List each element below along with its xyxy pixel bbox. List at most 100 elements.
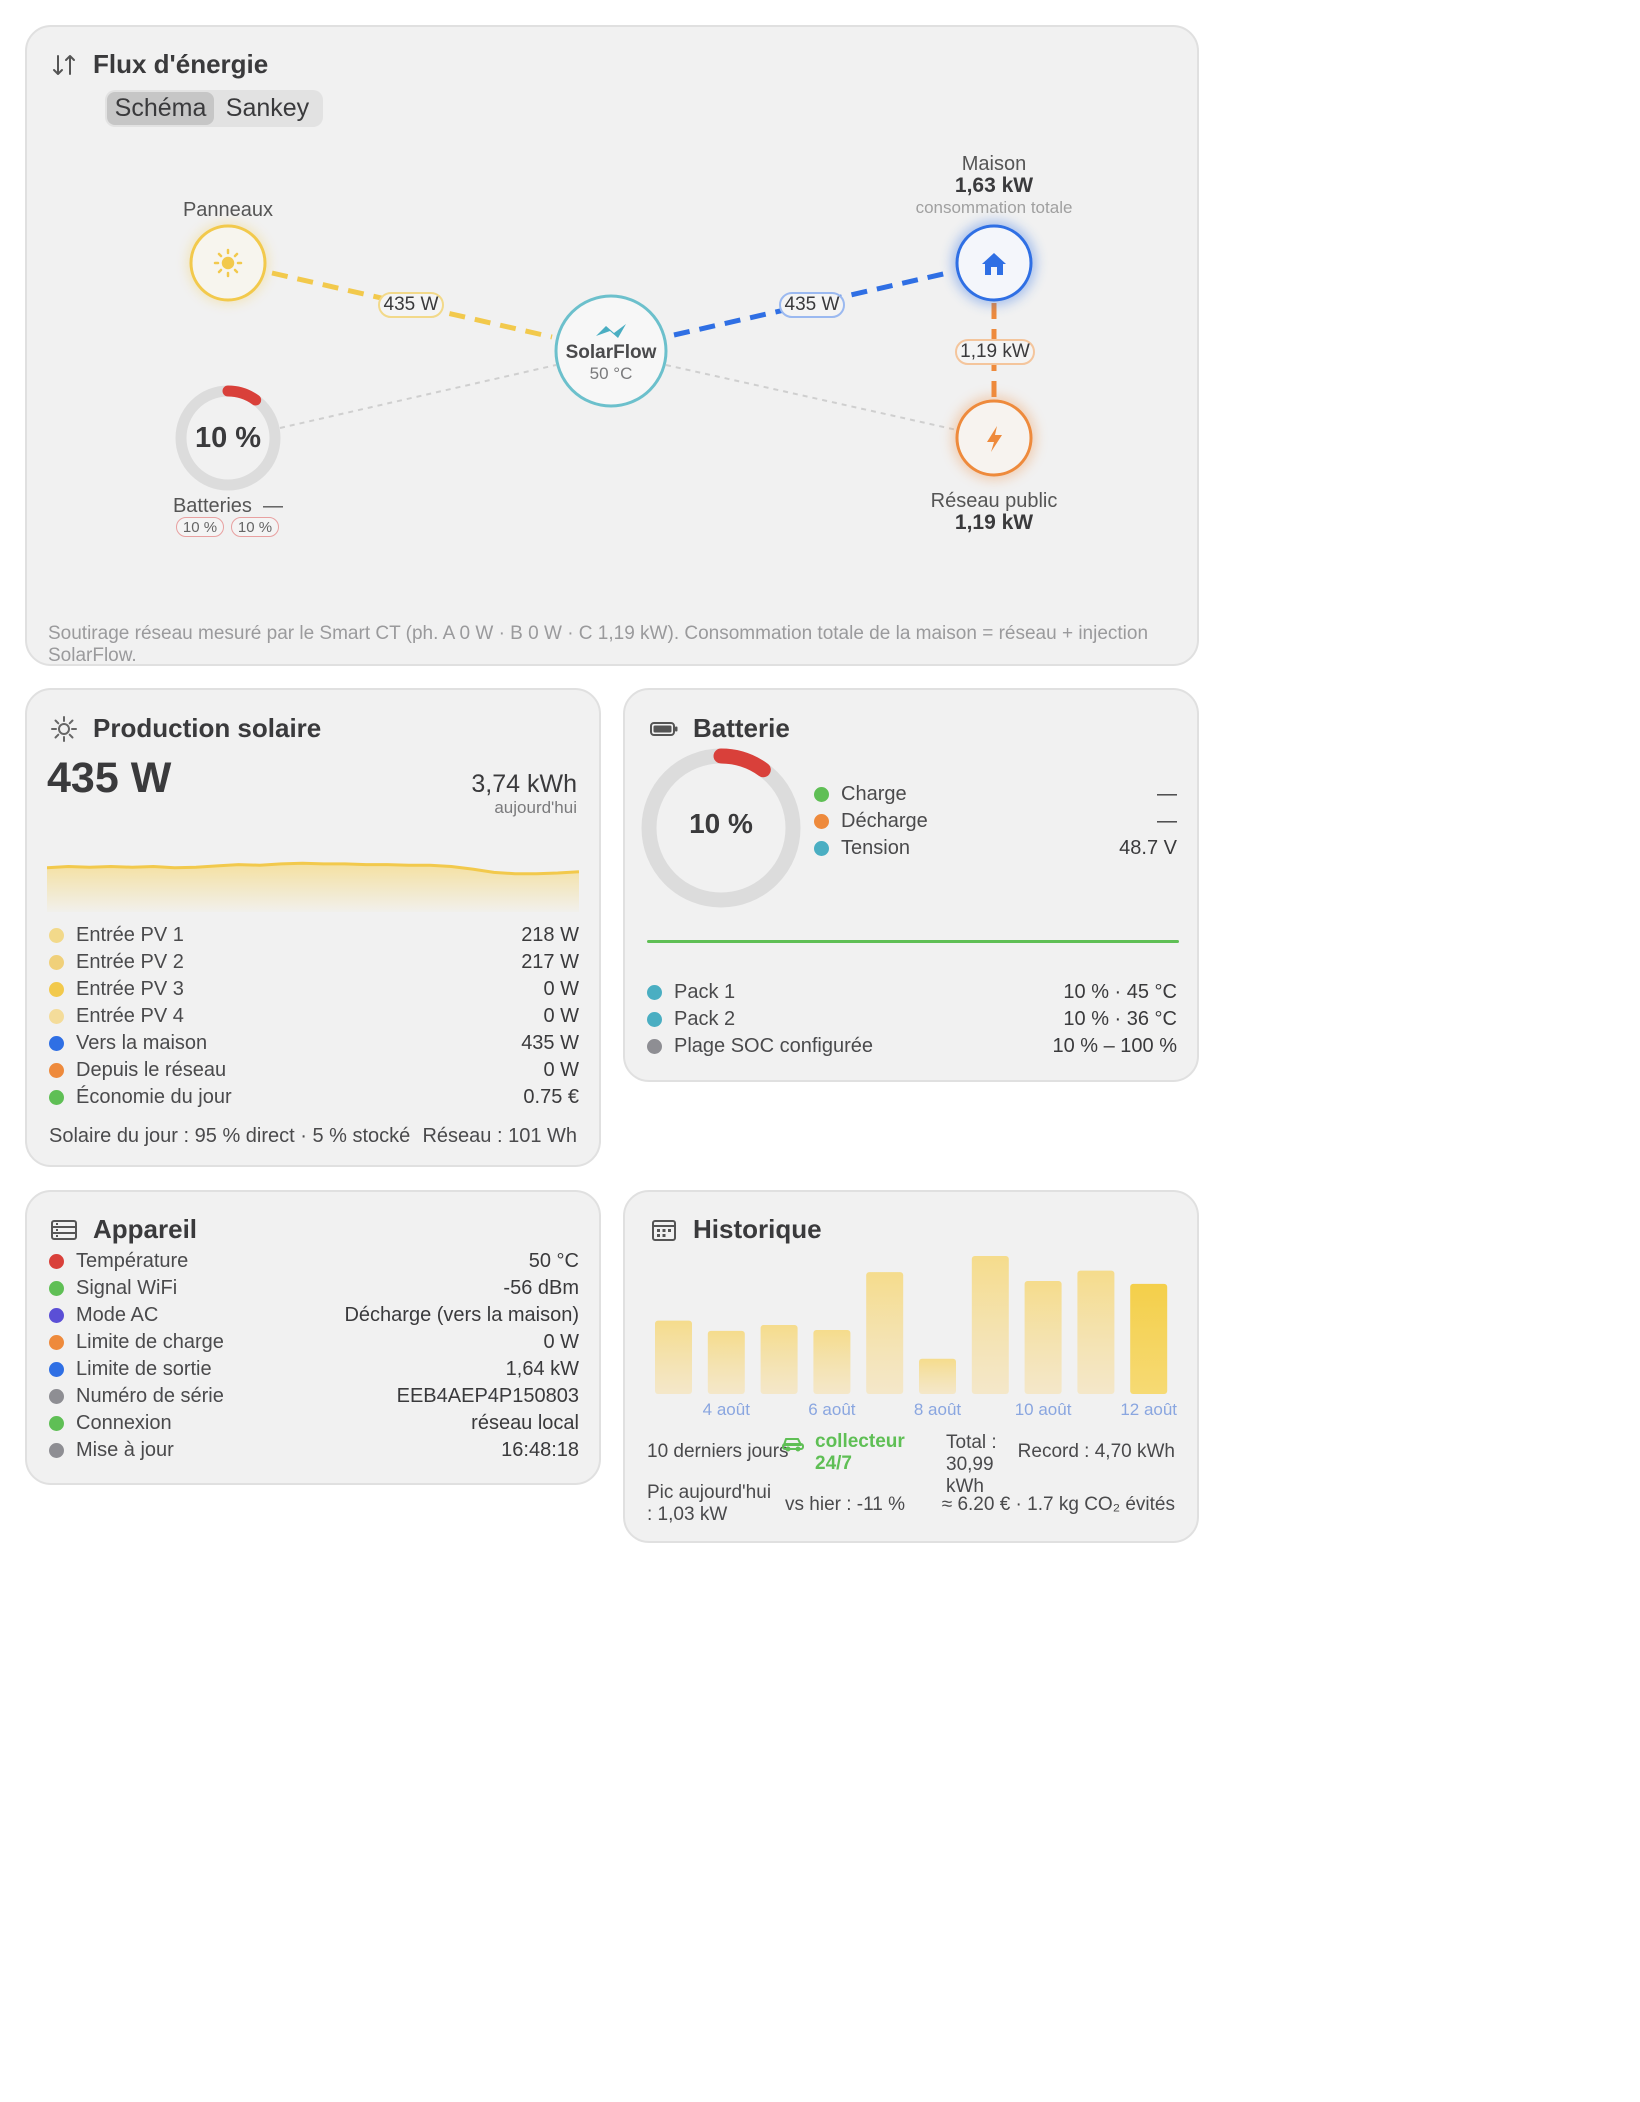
batteries-label-block: Batteries — bbox=[150, 492, 306, 520]
device-value: réseau local bbox=[471, 1412, 579, 1434]
device-value: 50 °C bbox=[528, 1250, 579, 1272]
solar-energy-sub: aujourd'hui bbox=[494, 798, 577, 817]
battery-pack-pill-2: 10 % bbox=[231, 517, 279, 537]
device-dot-icon bbox=[49, 1389, 64, 1404]
history-collector-text: collecteur 24/7 bbox=[815, 1431, 905, 1474]
history-bar[interactable] bbox=[971, 1256, 1009, 1394]
flow-footnote: Soutirage réseau mesuré par le Smart CT … bbox=[48, 623, 1149, 666]
history-period: 10 derniers jours bbox=[647, 1441, 789, 1462]
solar-sparkline-area bbox=[47, 863, 579, 912]
sun-icon bbox=[51, 715, 77, 742]
history-bar[interactable] bbox=[655, 1320, 692, 1394]
history-savings: ≈ 6.20 € · 1.7 kg CO₂ évités bbox=[941, 1494, 1175, 1515]
battery-pack-value: 10 % · 36 °C bbox=[1063, 1008, 1177, 1030]
energy-flow-title: Flux d'énergie bbox=[49, 49, 268, 80]
grid-label-block: Réseau public 1,19 kW bbox=[894, 487, 1094, 537]
solar-sparkline-line bbox=[47, 861, 579, 876]
history-bar[interactable] bbox=[813, 1329, 851, 1394]
history-bar[interactable] bbox=[1077, 1270, 1115, 1394]
solar-sparkline bbox=[47, 861, 579, 912]
panels-to-device-pill: 435 W bbox=[378, 292, 444, 318]
history-title: Historique bbox=[649, 1214, 822, 1245]
battery-pack-dot-icon bbox=[647, 985, 662, 1000]
solar-dot-icon bbox=[49, 955, 64, 970]
battery-legend-label: Tension bbox=[841, 837, 910, 859]
device-value: 16:48:18 bbox=[501, 1439, 579, 1461]
history-bar[interactable] bbox=[1024, 1280, 1062, 1394]
energy-flow-diagram bbox=[175, 221, 1036, 491]
battery-pack-dot-icon bbox=[647, 1012, 662, 1027]
house-icon bbox=[982, 253, 1006, 275]
solarflow-logo-icon bbox=[596, 324, 626, 338]
battery-soc-arc bbox=[641, 748, 801, 908]
device-rows: Température 50 °C Signal WiFi -56 dBm Mode A… bbox=[49, 1248, 579, 1464]
battery-pack-label: Pack 2 bbox=[674, 1008, 736, 1030]
history-tick-label: 4 août bbox=[702, 1400, 750, 1419]
solarflow-temp: 50 °C bbox=[589, 364, 633, 383]
solar-row: Vers la maison 435 W bbox=[49, 1030, 579, 1057]
solarflow-node[interactable] bbox=[554, 294, 668, 408]
solar-value: 218 W bbox=[521, 924, 579, 946]
solar-dot-icon bbox=[49, 1090, 64, 1105]
sun-icon bbox=[213, 248, 243, 278]
solar-value: 435 W bbox=[521, 1032, 579, 1054]
solar-value: 0 W bbox=[543, 1005, 579, 1027]
battery-legend-dot-icon bbox=[814, 841, 829, 856]
batteries-status: — bbox=[263, 495, 284, 517]
battery-pack-row: Plage SOC configurée 10 % – 100 % bbox=[647, 1033, 1177, 1060]
solar-row: Entrée PV 3 0 W bbox=[49, 976, 579, 1003]
battery-legend-value: — bbox=[1157, 810, 1177, 832]
history-bar[interactable] bbox=[707, 1330, 745, 1394]
battery-status-line bbox=[647, 940, 1179, 943]
battery-legend-row: Tension 48.7 V bbox=[814, 835, 1177, 862]
device-label: Mise à jour bbox=[76, 1439, 174, 1461]
history-bar[interactable] bbox=[1130, 1283, 1168, 1394]
device-label: Limite de charge bbox=[76, 1331, 224, 1353]
history-bar[interactable] bbox=[760, 1325, 798, 1394]
grid-value: 1,19 kW bbox=[954, 511, 1034, 534]
solar-row: Économie du jour 0.75 € bbox=[49, 1084, 579, 1111]
battery-soc-gauge bbox=[641, 748, 801, 908]
house-label-block: Maison 1,63 kW consommation totale bbox=[894, 150, 1094, 222]
history-peak: Pic aujourd'hui : 1,03 kW bbox=[647, 1482, 772, 1525]
solar-power-value: 435 W bbox=[47, 754, 172, 802]
solar-label: Vers la maison bbox=[76, 1032, 208, 1054]
device-dot-icon bbox=[49, 1416, 64, 1431]
solar-label: Entrée PV 2 bbox=[76, 951, 184, 973]
history-bar[interactable] bbox=[866, 1272, 904, 1394]
battery-title-text: Batterie bbox=[693, 713, 790, 743]
device-row: Mode AC Décharge (vers la maison) bbox=[49, 1302, 579, 1329]
solar-value: 217 W bbox=[521, 951, 579, 973]
battery-link-line bbox=[279, 364, 557, 429]
solar-label: Entrée PV 1 bbox=[76, 924, 184, 946]
tab-sankey[interactable]: Sankey bbox=[225, 94, 310, 122]
device-label: Mode AC bbox=[76, 1304, 159, 1326]
battery-pack-dot-icon bbox=[647, 1039, 662, 1054]
device-dot-icon bbox=[49, 1254, 64, 1269]
device-row: Numéro de série EEB4AEP4P150803 bbox=[49, 1383, 579, 1410]
device-dot-icon bbox=[49, 1281, 64, 1296]
device-label: Limite de sortie bbox=[76, 1358, 212, 1380]
device-label: Température bbox=[76, 1250, 189, 1272]
history-bar-chart bbox=[655, 1256, 1168, 1394]
history-vs: vs hier : -11 % bbox=[785, 1494, 906, 1515]
solar-value: 0 W bbox=[543, 1059, 579, 1081]
tab-schema[interactable]: Schéma bbox=[107, 92, 214, 125]
house-value: 1,63 kW bbox=[954, 174, 1034, 197]
device-value: -56 dBm bbox=[503, 1277, 579, 1299]
battery-pack-value: 10 % · 45 °C bbox=[1063, 981, 1177, 1003]
history-tick-label: 10 août bbox=[1014, 1400, 1072, 1419]
device-card: Appareil Température 50 °C Signal WiFi -56 … bbox=[25, 1190, 601, 1485]
battery-pack-row: Pack 2 10 % · 36 °C bbox=[647, 1006, 1177, 1033]
device-to-house-pill: 435 W bbox=[779, 292, 845, 318]
house-label: Maison bbox=[961, 153, 1027, 175]
device-dot-icon bbox=[49, 1335, 64, 1350]
battery-pack-label: Pack 1 bbox=[674, 981, 736, 1003]
device-dot-icon bbox=[49, 1308, 64, 1323]
device-row: Signal WiFi -56 dBm bbox=[49, 1275, 579, 1302]
solarflow-label: SolarFlow bbox=[565, 342, 657, 363]
history-bar[interactable] bbox=[919, 1358, 956, 1394]
battery-icon bbox=[650, 721, 678, 736]
solar-value: 0 W bbox=[543, 978, 579, 1000]
solar-label: Entrée PV 3 bbox=[76, 978, 184, 1000]
